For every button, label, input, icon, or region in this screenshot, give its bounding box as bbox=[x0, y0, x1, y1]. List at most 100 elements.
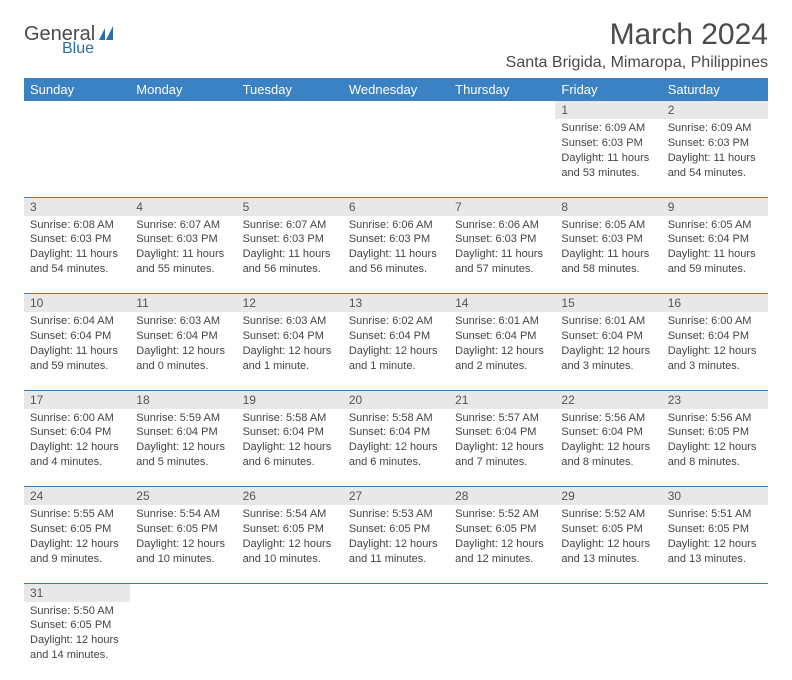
daylight-text: Daylight: 12 hours and 14 minutes. bbox=[30, 633, 124, 663]
sunrise-text: Sunrise: 6:06 AM bbox=[349, 218, 443, 233]
daylight-text: Daylight: 12 hours and 8 minutes. bbox=[561, 440, 655, 470]
sunrise-text: Sunrise: 5:50 AM bbox=[30, 604, 124, 619]
day-cell: Sunrise: 6:08 AMSunset: 6:03 PMDaylight:… bbox=[24, 216, 130, 294]
sunset-text: Sunset: 6:04 PM bbox=[243, 329, 337, 344]
sunset-text: Sunset: 6:04 PM bbox=[136, 425, 230, 440]
day-number-cell: 24 bbox=[24, 487, 130, 506]
sunrise-text: Sunrise: 6:00 AM bbox=[668, 314, 762, 329]
day-number-cell: 26 bbox=[237, 487, 343, 506]
sunset-text: Sunset: 6:03 PM bbox=[30, 232, 124, 247]
sunset-text: Sunset: 6:04 PM bbox=[136, 329, 230, 344]
sunrise-text: Sunrise: 6:06 AM bbox=[455, 218, 549, 233]
sunset-text: Sunset: 6:03 PM bbox=[136, 232, 230, 247]
sunrise-text: Sunrise: 6:02 AM bbox=[349, 314, 443, 329]
daylight-text: Daylight: 11 hours and 59 minutes. bbox=[668, 247, 762, 277]
sunrise-text: Sunrise: 5:59 AM bbox=[136, 411, 230, 426]
day-cell: Sunrise: 5:53 AMSunset: 6:05 PMDaylight:… bbox=[343, 505, 449, 583]
day-cell: Sunrise: 5:57 AMSunset: 6:04 PMDaylight:… bbox=[449, 409, 555, 487]
day-number-cell bbox=[237, 101, 343, 119]
day-number-cell: 8 bbox=[555, 197, 661, 216]
sunset-text: Sunset: 6:04 PM bbox=[455, 425, 549, 440]
day-cell: Sunrise: 6:09 AMSunset: 6:03 PMDaylight:… bbox=[555, 119, 661, 197]
sunrise-text: Sunrise: 5:54 AM bbox=[243, 507, 337, 522]
daylight-text: Daylight: 12 hours and 10 minutes. bbox=[136, 537, 230, 567]
day-number-cell: 7 bbox=[449, 197, 555, 216]
sunrise-text: Sunrise: 5:54 AM bbox=[136, 507, 230, 522]
day-number-cell: 27 bbox=[343, 487, 449, 506]
sunrise-text: Sunrise: 6:08 AM bbox=[30, 218, 124, 233]
weekday-header: Thursday bbox=[449, 78, 555, 101]
sunset-text: Sunset: 6:03 PM bbox=[455, 232, 549, 247]
brand-logo: General Blue bbox=[24, 24, 121, 58]
weekday-header: Sunday bbox=[24, 78, 130, 101]
sunrise-text: Sunrise: 6:09 AM bbox=[668, 121, 762, 136]
day-number-cell: 3 bbox=[24, 197, 130, 216]
sunrise-text: Sunrise: 5:58 AM bbox=[243, 411, 337, 426]
sunset-text: Sunset: 6:04 PM bbox=[243, 425, 337, 440]
day-number-cell: 17 bbox=[24, 390, 130, 409]
day-cell: Sunrise: 5:52 AMSunset: 6:05 PMDaylight:… bbox=[555, 505, 661, 583]
sunrise-text: Sunrise: 5:56 AM bbox=[668, 411, 762, 426]
day-cell: Sunrise: 6:06 AMSunset: 6:03 PMDaylight:… bbox=[343, 216, 449, 294]
sunset-text: Sunset: 6:03 PM bbox=[561, 232, 655, 247]
day-number-cell bbox=[343, 101, 449, 119]
day-cell: Sunrise: 5:51 AMSunset: 6:05 PMDaylight:… bbox=[662, 505, 768, 583]
day-number-cell: 29 bbox=[555, 487, 661, 506]
day-cell: Sunrise: 6:03 AMSunset: 6:04 PMDaylight:… bbox=[237, 312, 343, 390]
daylight-text: Daylight: 11 hours and 56 minutes. bbox=[243, 247, 337, 277]
sunrise-text: Sunrise: 5:51 AM bbox=[668, 507, 762, 522]
day-number-cell: 4 bbox=[130, 197, 236, 216]
day-cell: Sunrise: 6:03 AMSunset: 6:04 PMDaylight:… bbox=[130, 312, 236, 390]
daylight-text: Daylight: 11 hours and 55 minutes. bbox=[136, 247, 230, 277]
day-cell: Sunrise: 6:01 AMSunset: 6:04 PMDaylight:… bbox=[449, 312, 555, 390]
weekday-header: Monday bbox=[130, 78, 236, 101]
weekday-header: Tuesday bbox=[237, 78, 343, 101]
day-number-cell: 25 bbox=[130, 487, 236, 506]
page-title: March 2024 bbox=[506, 18, 768, 52]
daylight-text: Daylight: 11 hours and 54 minutes. bbox=[30, 247, 124, 277]
weekday-header: Friday bbox=[555, 78, 661, 101]
day-cell: Sunrise: 5:58 AMSunset: 6:04 PMDaylight:… bbox=[237, 409, 343, 487]
day-cell: Sunrise: 5:54 AMSunset: 6:05 PMDaylight:… bbox=[237, 505, 343, 583]
sunrise-text: Sunrise: 6:01 AM bbox=[561, 314, 655, 329]
sunset-text: Sunset: 6:05 PM bbox=[30, 618, 124, 633]
sunrise-text: Sunrise: 6:07 AM bbox=[243, 218, 337, 233]
day-number-cell: 30 bbox=[662, 487, 768, 506]
day-cell: Sunrise: 5:56 AMSunset: 6:05 PMDaylight:… bbox=[662, 409, 768, 487]
day-cell: Sunrise: 6:09 AMSunset: 6:03 PMDaylight:… bbox=[662, 119, 768, 197]
daylight-text: Daylight: 11 hours and 57 minutes. bbox=[455, 247, 549, 277]
sunrise-text: Sunrise: 5:52 AM bbox=[455, 507, 549, 522]
sunrise-text: Sunrise: 6:05 AM bbox=[561, 218, 655, 233]
sunrise-text: Sunrise: 5:52 AM bbox=[561, 507, 655, 522]
sunset-text: Sunset: 6:04 PM bbox=[349, 329, 443, 344]
day-number-cell: 12 bbox=[237, 294, 343, 313]
day-cell: Sunrise: 5:58 AMSunset: 6:04 PMDaylight:… bbox=[343, 409, 449, 487]
day-cell bbox=[343, 119, 449, 197]
day-number-cell: 9 bbox=[662, 197, 768, 216]
sunrise-text: Sunrise: 5:55 AM bbox=[30, 507, 124, 522]
day-cell bbox=[449, 602, 555, 680]
sunset-text: Sunset: 6:05 PM bbox=[668, 425, 762, 440]
day-number-cell: 18 bbox=[130, 390, 236, 409]
daylight-text: Daylight: 12 hours and 13 minutes. bbox=[668, 537, 762, 567]
daylight-text: Daylight: 11 hours and 59 minutes. bbox=[30, 344, 124, 374]
sunset-text: Sunset: 6:05 PM bbox=[136, 522, 230, 537]
sunset-text: Sunset: 6:04 PM bbox=[561, 329, 655, 344]
sunset-text: Sunset: 6:05 PM bbox=[455, 522, 549, 537]
day-number-cell bbox=[449, 101, 555, 119]
day-number-cell bbox=[130, 583, 236, 602]
day-cell: Sunrise: 5:50 AMSunset: 6:05 PMDaylight:… bbox=[24, 602, 130, 680]
day-cell: Sunrise: 6:05 AMSunset: 6:03 PMDaylight:… bbox=[555, 216, 661, 294]
sunset-text: Sunset: 6:05 PM bbox=[30, 522, 124, 537]
day-number-cell: 21 bbox=[449, 390, 555, 409]
location-text: Santa Brigida, Mimaropa, Philippines bbox=[506, 54, 768, 72]
sunset-text: Sunset: 6:04 PM bbox=[668, 232, 762, 247]
day-cell bbox=[237, 602, 343, 680]
daylight-text: Daylight: 12 hours and 13 minutes. bbox=[561, 537, 655, 567]
sunset-text: Sunset: 6:04 PM bbox=[30, 329, 124, 344]
day-number-cell bbox=[449, 583, 555, 602]
day-cell: Sunrise: 6:00 AMSunset: 6:04 PMDaylight:… bbox=[24, 409, 130, 487]
daylight-text: Daylight: 12 hours and 9 minutes. bbox=[30, 537, 124, 567]
daylight-text: Daylight: 12 hours and 1 minute. bbox=[349, 344, 443, 374]
day-cell bbox=[130, 119, 236, 197]
